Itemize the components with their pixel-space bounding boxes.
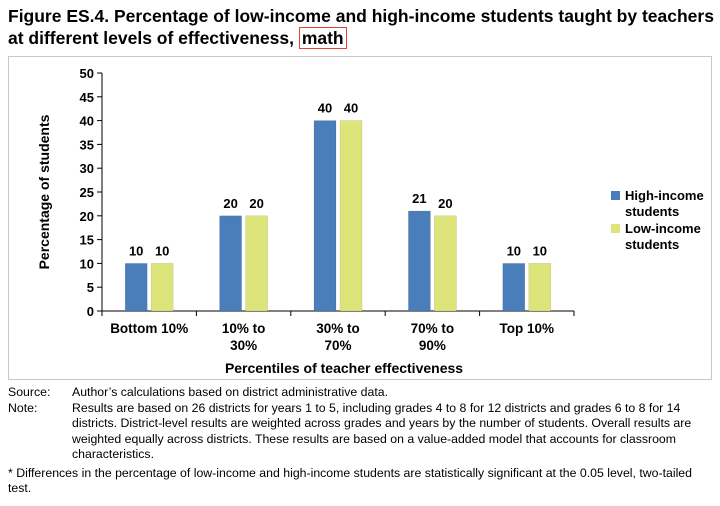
- note-text: Results are based on 26 districts for ye…: [72, 400, 692, 462]
- bar-low-income: [339, 120, 363, 312]
- data-label: 10: [533, 243, 547, 258]
- y-tick-label: 15: [80, 233, 94, 248]
- data-label: 40: [318, 101, 332, 116]
- bar-high-income: [313, 120, 337, 312]
- y-tick-label: 5: [87, 280, 94, 295]
- source-label: Source:: [8, 385, 51, 399]
- chart-frame: 0 5 10 15 20 25 30 35 40 45 50 10 10 Bottom 10% 20 20 10…: [8, 56, 712, 380]
- legend-swatch: [611, 224, 620, 233]
- bar-high-income: [408, 210, 431, 312]
- y-tick-label: 0: [87, 304, 94, 319]
- data-label: 20: [223, 196, 237, 211]
- y-tick-label: 25: [80, 185, 94, 200]
- y-tick-label: 45: [80, 90, 94, 105]
- x-tick-label: Top 10%: [500, 321, 555, 336]
- note-row: Note: Results are based on 26 districts …: [8, 401, 714, 463]
- y-tick-label: 35: [80, 137, 94, 152]
- x-tick-label: 10% to: [222, 321, 266, 336]
- x-tick-label: 90%: [419, 338, 446, 353]
- y-tick-label: 30: [80, 161, 94, 176]
- legend-label: students: [625, 204, 679, 219]
- bar-low-income: [528, 263, 552, 312]
- y-tick-label: 50: [80, 66, 94, 81]
- bar-low-income: [434, 215, 457, 312]
- bar-high-income: [219, 215, 242, 312]
- y-tick-label: 10: [80, 256, 94, 271]
- bar-high-income: [124, 263, 148, 312]
- legend-swatch: [611, 191, 620, 200]
- footnote: * Differences in the percentage of low-i…: [8, 465, 692, 496]
- source-row: Source: Author’s calculations based on d…: [8, 385, 714, 401]
- bar-low-income: [150, 263, 174, 312]
- data-label: 21: [412, 191, 426, 206]
- y-tick-label: 40: [80, 114, 94, 129]
- y-axis-title: Percentage of students: [36, 114, 52, 269]
- source-text: Author’s calculations based on district …: [72, 385, 389, 399]
- legend-label: students: [625, 237, 679, 252]
- x-tick-label: 70% to: [411, 321, 455, 336]
- figure-title-highlight: math: [298, 27, 347, 49]
- legend-label: Low-income: [625, 221, 701, 236]
- x-tick-label: 30% to: [316, 321, 360, 336]
- x-tick-label: 30%: [230, 338, 257, 353]
- bar-low-income: [245, 215, 268, 312]
- notes-section: Source: Author’s calculations based on d…: [8, 385, 714, 497]
- x-tick-label: 70%: [324, 338, 351, 353]
- x-tick-label: Bottom 10%: [110, 321, 188, 336]
- data-label: 10: [155, 243, 169, 258]
- data-label: 10: [129, 243, 143, 258]
- y-tick-label: 20: [80, 209, 94, 224]
- bar-high-income: [502, 263, 526, 312]
- figure-title: Figure ES.4. Percentage of low-income an…: [8, 5, 714, 49]
- data-label: 10: [507, 243, 521, 258]
- data-label: 40: [344, 101, 358, 116]
- bar-chart: 0 5 10 15 20 25 30 35 40 45 50 10 10 Bottom 10% 20 20 10…: [36, 66, 704, 376]
- data-label: 20: [249, 196, 263, 211]
- figure-title-text: Figure ES.4. Percentage of low-income an…: [8, 6, 714, 48]
- note-label: Note:: [8, 400, 38, 415]
- legend-label: High-income: [625, 188, 704, 203]
- data-label: 20: [438, 196, 452, 211]
- x-axis-title: Percentiles of teacher effectiveness: [225, 360, 463, 376]
